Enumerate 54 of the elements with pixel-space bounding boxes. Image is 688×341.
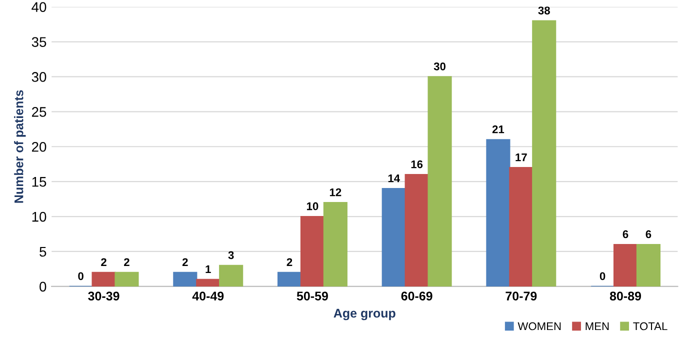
bar: [613, 244, 638, 286]
bar: [404, 174, 429, 286]
x-tick-label: 40-49: [192, 292, 224, 300]
data-label: 30: [434, 62, 446, 70]
x-axis-title: Age group: [334, 308, 396, 320]
bar: [196, 278, 220, 286]
y-tick-label: 40: [32, 2, 46, 12]
y-tick-label: 30: [32, 72, 46, 82]
data-label: 38: [538, 6, 550, 14]
bar: [323, 202, 348, 286]
bar: [428, 76, 452, 286]
x-tick-label: 80-89: [610, 292, 642, 300]
legend-label: TOTAL: [633, 322, 668, 330]
data-label: 21: [492, 125, 504, 134]
data-label: 6: [622, 230, 628, 238]
data-label: 0: [78, 272, 84, 280]
x-tick-label: 50-59: [296, 292, 328, 300]
data-label: 14: [388, 174, 400, 182]
data-label: 17: [516, 153, 527, 162]
legend-label: MEN: [586, 322, 609, 330]
bar: [532, 20, 556, 286]
data-label: 6: [646, 230, 652, 238]
y-tick-label: 20: [32, 142, 46, 152]
bar: [92, 272, 116, 286]
data-label: 2: [286, 258, 292, 266]
y-tick-label: 35: [32, 37, 46, 47]
bar: [636, 244, 660, 286]
data-label: 2: [101, 258, 106, 266]
x-tick-label: 70-79: [506, 292, 537, 300]
y-tick-label: 0: [40, 282, 46, 292]
y-tick-label: 25: [32, 107, 46, 117]
y-axis-title: Number of patients: [14, 90, 26, 203]
bar: [114, 272, 139, 286]
x-tick-label: 60-69: [401, 292, 432, 300]
bar: [300, 216, 324, 286]
bar: [277, 272, 302, 286]
y-tick-label: 10: [32, 212, 46, 222]
x-tick-label: 30-39: [88, 292, 120, 300]
data-label: 1: [206, 265, 211, 273]
y-tick-label: 15: [32, 177, 46, 187]
data-label: 2: [124, 258, 130, 266]
data-label: 16: [411, 160, 423, 168]
bar: [509, 167, 534, 286]
bar: [486, 139, 510, 286]
bar: [173, 272, 198, 286]
bar: [382, 188, 406, 286]
legend-label: WOMEN: [518, 322, 561, 330]
data-label: 3: [228, 251, 234, 260]
bar: [219, 264, 244, 286]
data-label: 10: [306, 202, 318, 210]
data-label: 2: [182, 258, 188, 266]
data-label: 12: [330, 188, 342, 196]
y-tick-label: 5: [40, 246, 46, 257]
data-label: 0: [600, 272, 606, 280]
